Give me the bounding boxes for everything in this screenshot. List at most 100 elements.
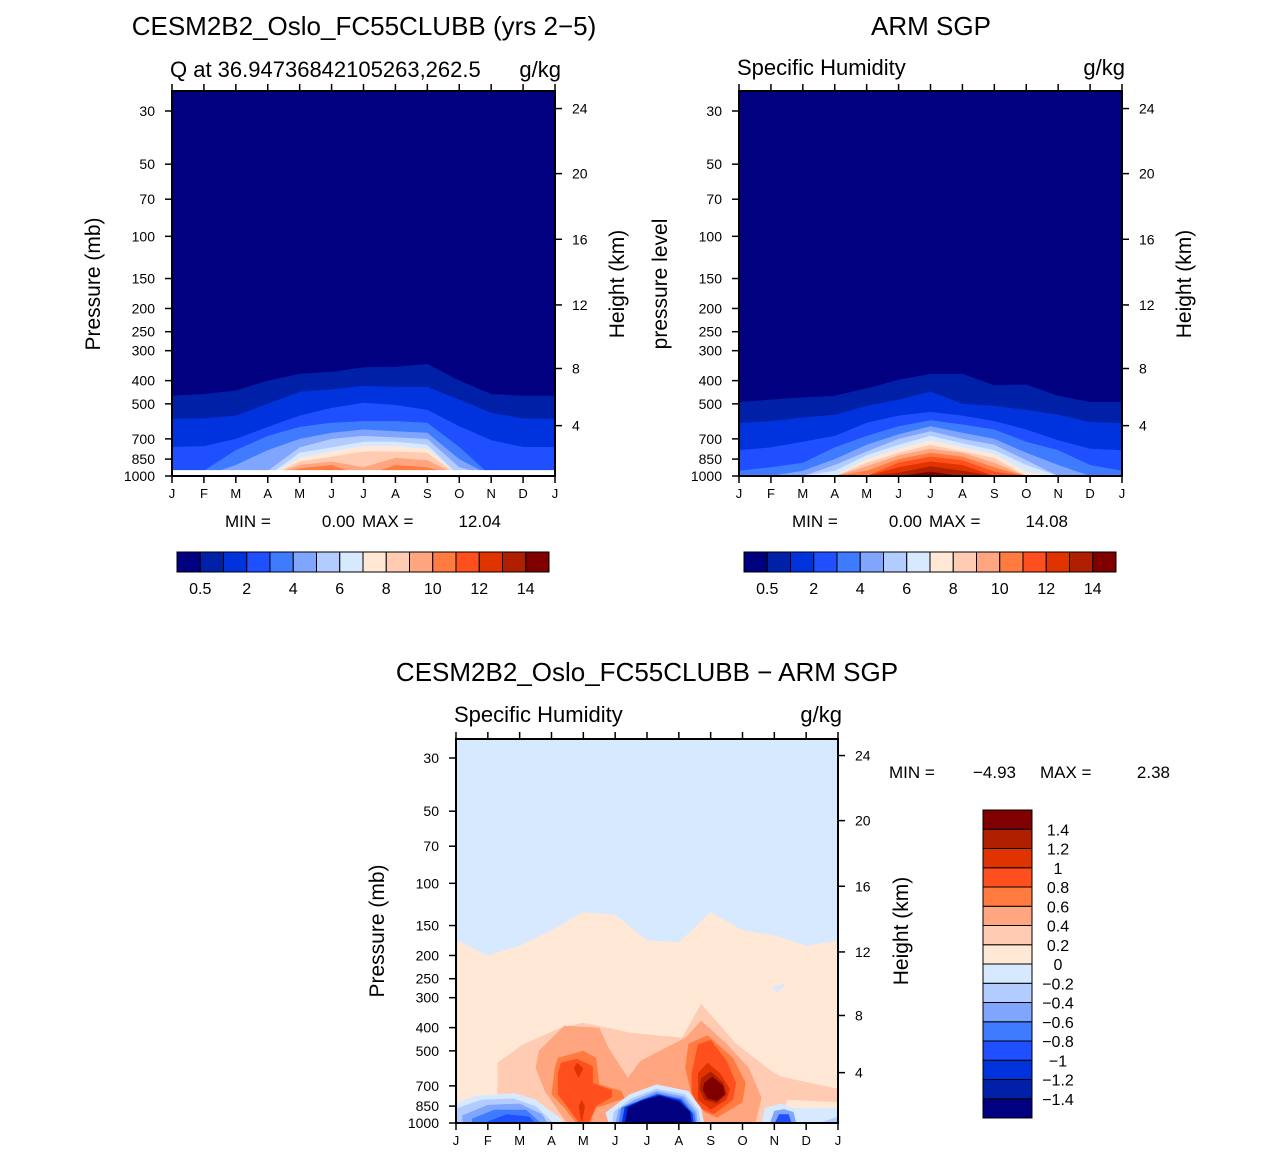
- contour-region: [487, 1114, 535, 1123]
- y-right-tick-label: 20: [572, 166, 588, 182]
- x-tick-label: J: [927, 486, 934, 501]
- y-right-tick-label: 8: [855, 1007, 863, 1023]
- colorbar-box: [246, 551, 271, 573]
- colorbar-label: 0.5: [756, 581, 778, 598]
- y-tick-label: 200: [132, 300, 156, 316]
- y-right-tick-label: 24: [855, 748, 871, 764]
- contour-plot: J F M A M J J A S O N D J 30 50 70 100 150 200 250 300 400 500…: [408, 732, 871, 1148]
- colorbar-label: 10: [424, 581, 442, 598]
- colorbar-box: [976, 551, 1001, 573]
- x-tick-label: N: [486, 486, 495, 501]
- y-right-tick-label: 4: [1139, 418, 1147, 434]
- x-tick-label: O: [454, 486, 464, 501]
- x-tick-label: F: [767, 486, 775, 501]
- contour-fill-level-13: [739, 466, 1122, 476]
- x-tick-label: A: [830, 486, 839, 501]
- y-right-tick-label: 12: [572, 297, 588, 313]
- min-max-readout: MIN = −4.93 MAX = 2.38: [889, 763, 1170, 782]
- y-tick-label: 700: [699, 431, 723, 447]
- y-tick-label: 400: [699, 373, 723, 389]
- colorbar-box: [1045, 551, 1070, 573]
- min-max-readout: MIN = 0.00 MAX = 14.08: [792, 512, 1068, 531]
- colorbar-box: [982, 963, 1033, 984]
- y-tick-label: 50: [423, 803, 439, 819]
- x-tick-label: S: [990, 486, 999, 501]
- y-tick-label: 50: [706, 156, 722, 172]
- y-right-tick-label: 4: [572, 418, 580, 434]
- colorbar-label: 2: [242, 581, 251, 598]
- y-right-tick-label: 20: [1139, 166, 1155, 182]
- colorbar-box: [883, 551, 908, 573]
- x-tick-label: O: [737, 1133, 747, 1148]
- y-tick-label: 70: [706, 191, 722, 207]
- missing-data-band: [172, 470, 555, 476]
- y-tick-label: 150: [132, 271, 156, 287]
- y-tick-label: 250: [699, 324, 723, 340]
- colorbar-label: 4: [289, 581, 298, 598]
- contour-region: [624, 1095, 692, 1123]
- x-tick-label: A: [547, 1133, 556, 1148]
- y-tick-label: 400: [132, 373, 156, 389]
- y-tick-label: 150: [699, 271, 723, 287]
- colorbar-box: [982, 848, 1033, 869]
- y-tick-label: 100: [416, 875, 440, 891]
- colorbar-box: [982, 905, 1033, 926]
- panel-title: ARM SGP: [871, 11, 991, 41]
- y-right-tick-label: 12: [855, 944, 871, 960]
- colorbar-label: 6: [335, 581, 344, 598]
- x-tick-label: M: [514, 1133, 525, 1148]
- colorbar-box: [982, 1040, 1033, 1061]
- colorbar-label: 12: [1037, 581, 1055, 598]
- colorbar-box: [906, 551, 931, 573]
- min-value: 0.00: [322, 512, 355, 531]
- x-tick-label: J: [895, 486, 902, 501]
- colorbar-box: [176, 551, 201, 573]
- colorbar-box: [982, 809, 1033, 830]
- colorbar-box: [999, 551, 1024, 573]
- y-tick-label: 300: [132, 343, 156, 359]
- panel-title: CESM2B2_Oslo_FC55CLUBB (yrs 2−5): [132, 11, 597, 41]
- colorbar-box: [813, 551, 838, 573]
- colorbar-box: [952, 551, 977, 573]
- x-tick-label: S: [423, 486, 432, 501]
- colorbar-box: [455, 551, 480, 573]
- y-tick-label: 100: [699, 228, 723, 244]
- min-max-readout: MIN = 0.00 MAX = 12.04: [225, 512, 501, 531]
- contour-fills: [739, 91, 1122, 476]
- y-tick-label: 70: [139, 191, 155, 207]
- y-tick-label: 200: [416, 947, 440, 963]
- colorbar-box: [223, 551, 248, 573]
- x-tick-label: S: [706, 1133, 715, 1148]
- colorbar-box: [766, 551, 791, 573]
- contour-region: [578, 1099, 585, 1123]
- y-tick-label: 700: [416, 1078, 440, 1094]
- y-tick-label: 1000: [408, 1115, 439, 1131]
- colorbar-box: [409, 551, 434, 573]
- x-tick-label: N: [1053, 486, 1062, 501]
- panel-subtitle-left: Specific Humidity: [454, 702, 623, 727]
- colorbar-box: [339, 551, 364, 573]
- colorbar-label: 8: [382, 581, 391, 598]
- max-value: 14.08: [1025, 512, 1068, 531]
- y-tick-label: 850: [699, 451, 723, 467]
- colorbar-label: 14: [1084, 581, 1102, 598]
- max-label: MAX =: [929, 512, 981, 531]
- x-tick-label: J: [736, 486, 743, 501]
- colorbar-label: −0.6: [1042, 1015, 1074, 1032]
- y-tick-label: 850: [132, 451, 156, 467]
- contour-region: [774, 1114, 792, 1123]
- y-right-tick-label: 16: [572, 231, 588, 247]
- contour-fill-level-14: [739, 471, 1122, 476]
- colorbar-label: 4: [856, 581, 865, 598]
- colorbar-box: [525, 551, 550, 573]
- x-tick-label: D: [518, 486, 527, 501]
- x-tick-label: D: [1085, 486, 1094, 501]
- colorbar-label: 0.5: [189, 581, 211, 598]
- max-label: MAX =: [362, 512, 414, 531]
- y-tick-label: 250: [132, 324, 156, 340]
- x-tick-label: M: [797, 486, 808, 501]
- y-tick-label: 500: [132, 396, 156, 412]
- min-value: −4.93: [973, 763, 1016, 782]
- min-value: 0.00: [889, 512, 922, 531]
- x-tick-label: A: [263, 486, 272, 501]
